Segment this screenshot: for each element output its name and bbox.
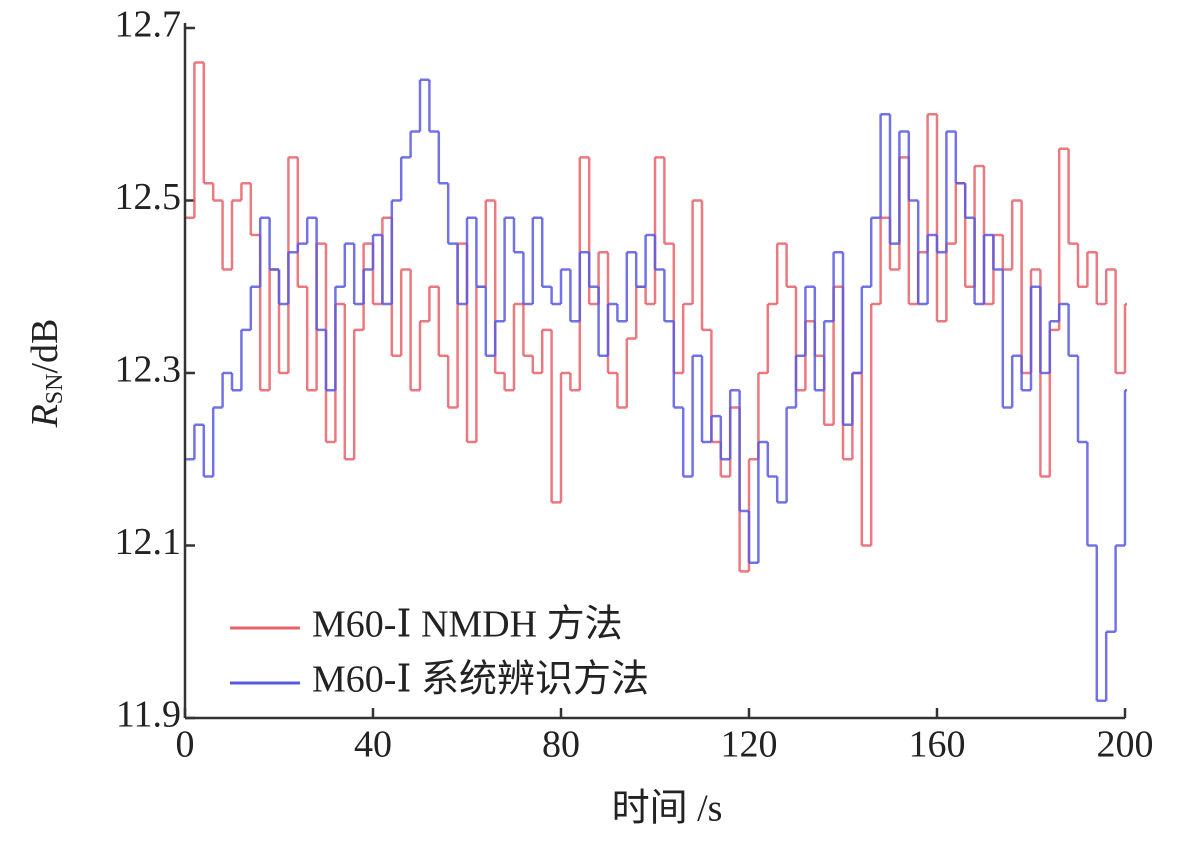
x-tick-label: 0: [176, 724, 195, 766]
x-tick-label: 80: [542, 724, 580, 766]
y-tick-label: 12.7: [115, 4, 182, 46]
y-axis-label: RSN/dB: [24, 319, 68, 429]
x-tick-label: 120: [721, 724, 778, 766]
legend-label: M60-Ⅰ 系统辨识方法: [312, 659, 649, 701]
y-tick-label: 12.5: [115, 176, 182, 218]
x-tick-label: 200: [1097, 724, 1154, 766]
y-label-unit: /dB: [24, 319, 66, 374]
x-tick-label: 160: [909, 724, 966, 766]
y-tick-label: 12.1: [115, 521, 182, 563]
x-tick-label: 40: [354, 724, 392, 766]
legend-label: M60-Ⅰ NMDH 方法: [312, 604, 623, 646]
y-label-symbol: R: [24, 404, 66, 428]
x-axis-label: 时间 /s: [612, 788, 723, 830]
y-tick-label: 11.9: [116, 694, 181, 736]
y-tick-label: 12.3: [115, 349, 182, 391]
y-label-subscript: SN: [42, 374, 68, 405]
